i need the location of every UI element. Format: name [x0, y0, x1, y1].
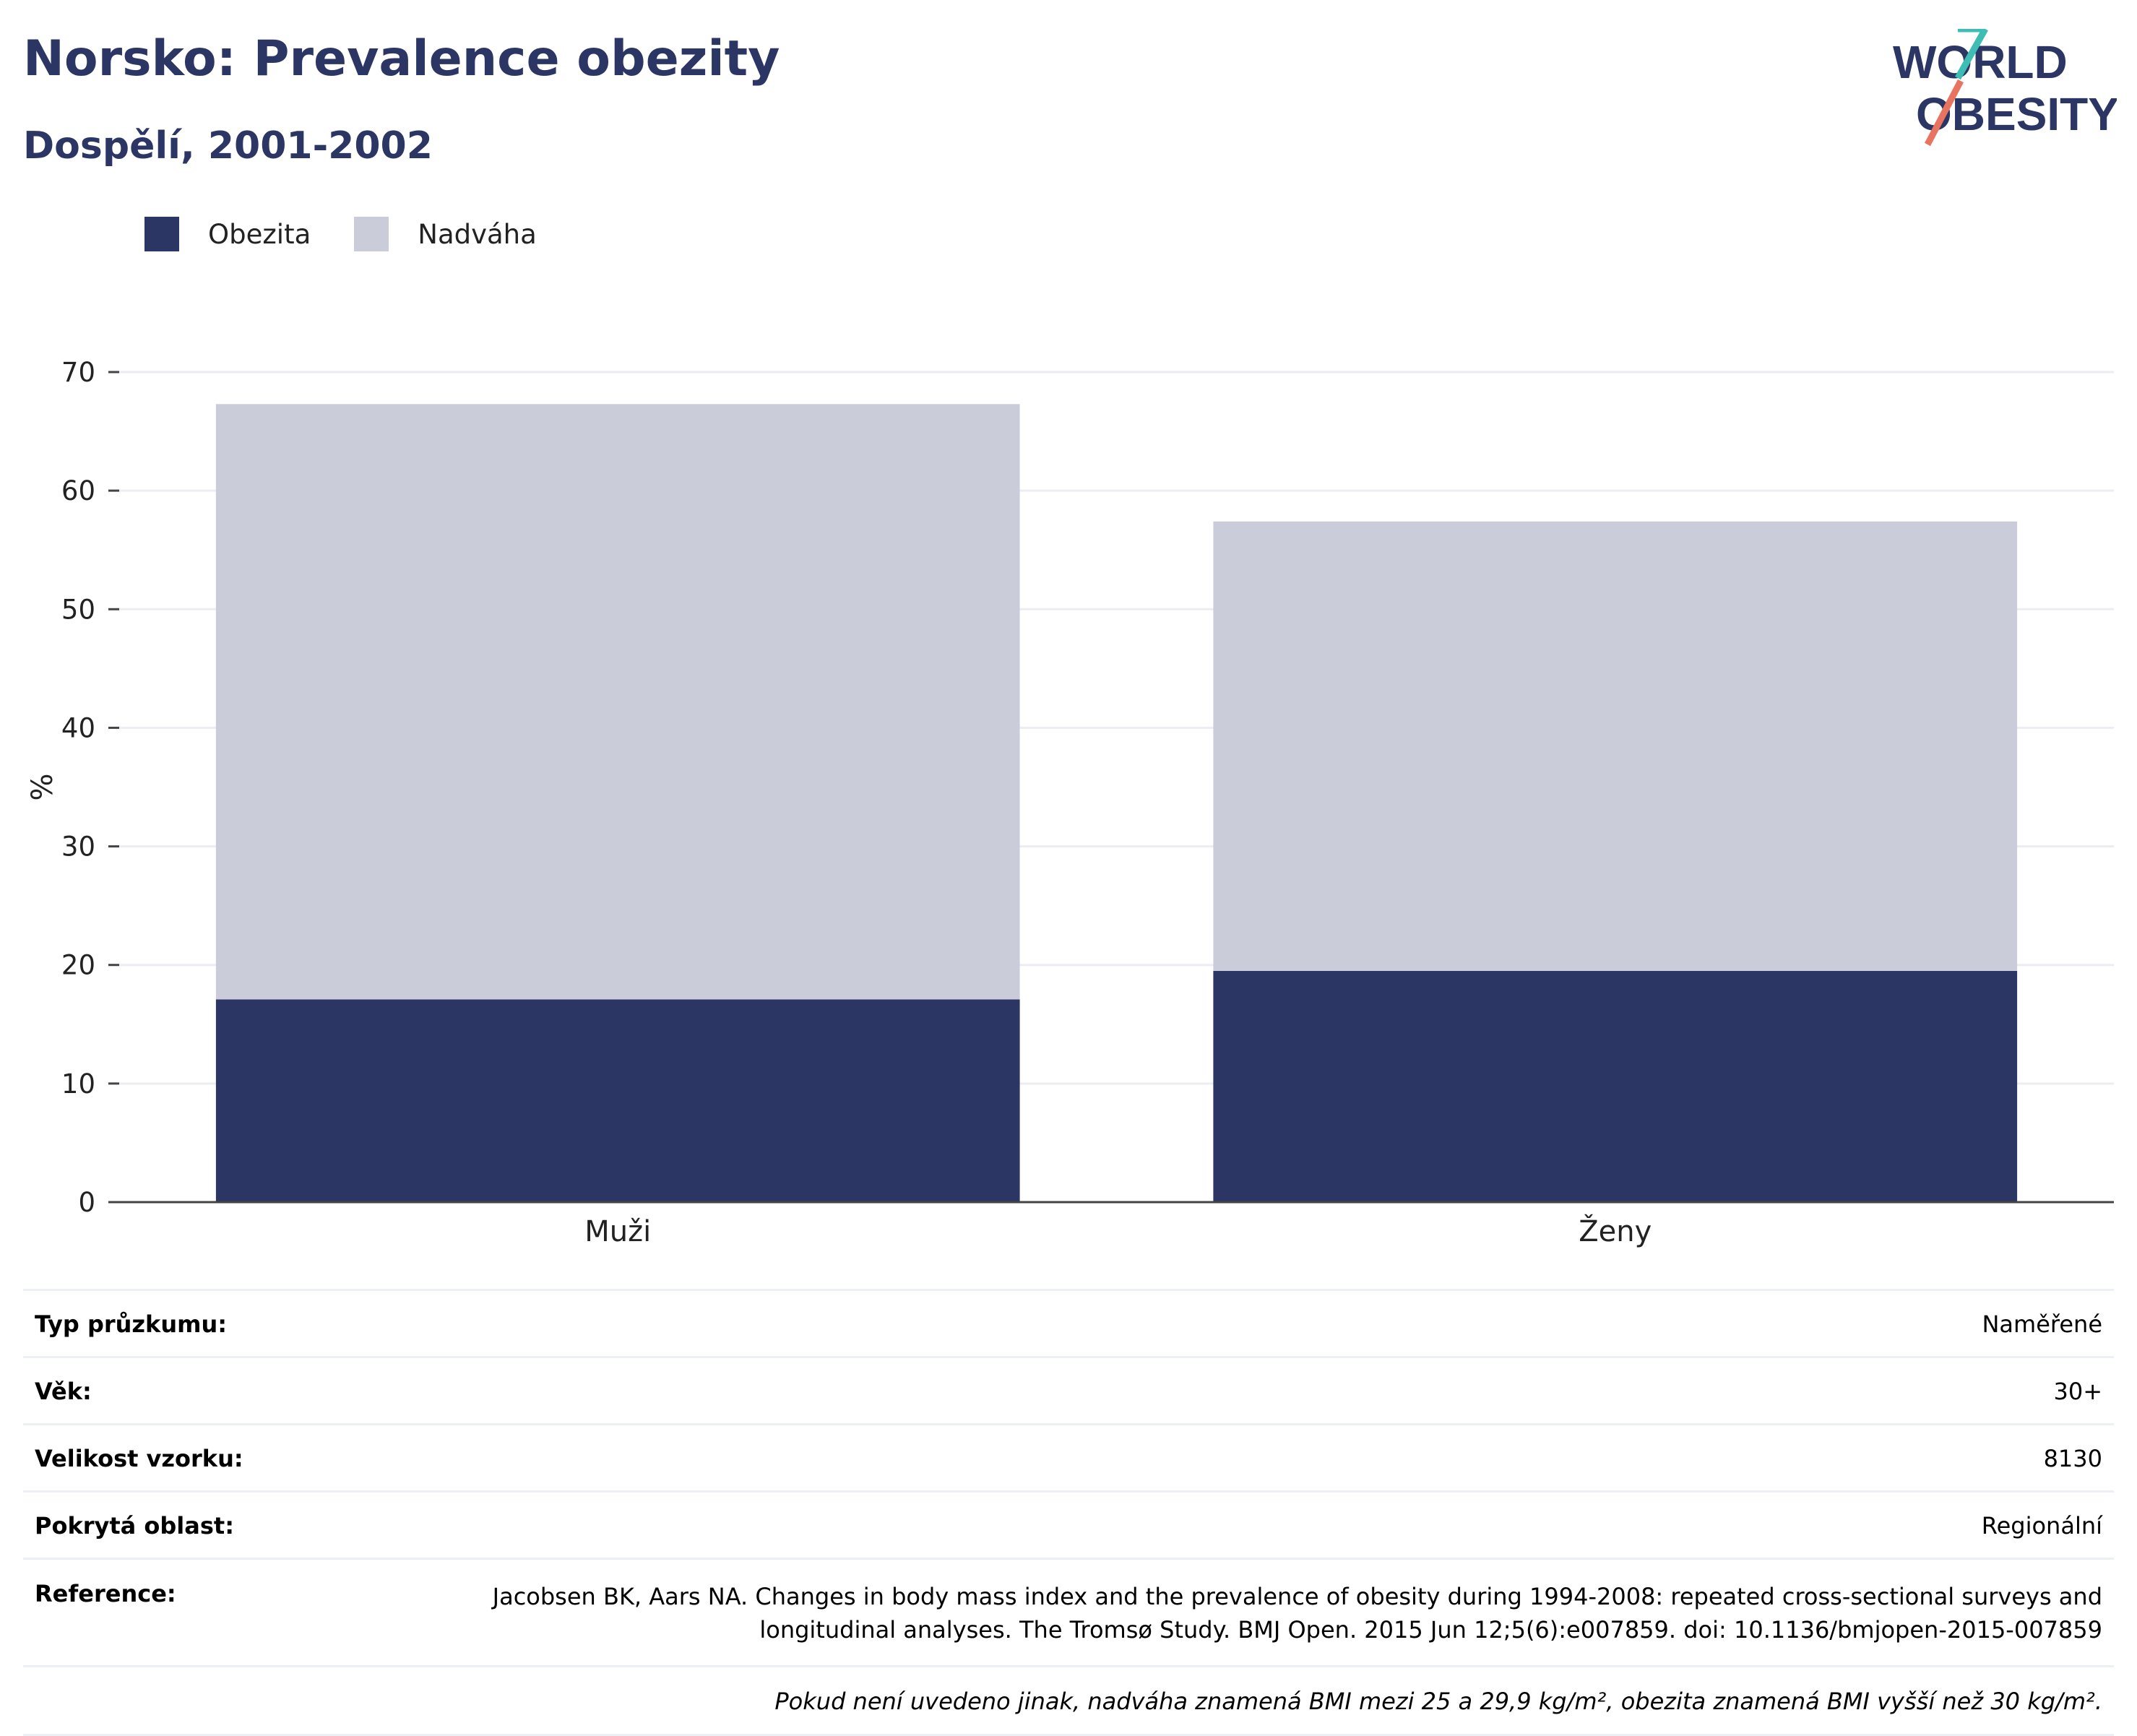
- legend-swatch-nadvaha: [354, 217, 389, 251]
- meta-row-reference: Reference: Jacobsen BK, Aars NA. Changes…: [23, 1558, 2114, 1665]
- y-tick-label: 10: [61, 1068, 95, 1100]
- page-subtitle: Dospělí, 2001-2002: [23, 124, 433, 168]
- legend-swatch-obezita: [144, 217, 179, 251]
- meta-value: Regionální: [1981, 1512, 2102, 1539]
- y-axis-label: %: [26, 773, 59, 800]
- bar-obezita-1: [1213, 970, 2018, 1202]
- legend-label-obezita: Obezita: [208, 218, 311, 250]
- chart-legend: Obezita Nadváha: [144, 214, 580, 254]
- meta-value: 30+: [2053, 1378, 2102, 1405]
- y-tick-label: 30: [61, 832, 95, 863]
- x-tick-label: Ženy: [1579, 1214, 1652, 1248]
- stacked-bar-chart: 0 10 20 30 40 50 60 70% Muži Ženy: [26, 357, 2114, 1248]
- meta-value: 8130: [2043, 1445, 2102, 1472]
- page-title: Norsko: Prevalence obezity: [23, 30, 780, 87]
- y-tick-label: 50: [61, 594, 95, 625]
- meta-row-coverage: Pokrytá oblast: Regionální: [23, 1490, 2114, 1558]
- meta-label: Reference:: [35, 1580, 176, 1607]
- bar-nadváha-0: [215, 404, 1020, 1000]
- meta-row-survey-type: Typ průzkumu: Naměřené: [23, 1289, 2114, 1356]
- definition-note: Pokud není uvedeno jinak, nadváha znamen…: [23, 1665, 2114, 1736]
- logo-slash-teal-mark: [1955, 29, 1988, 80]
- legend-label-nadvaha: Nadváha: [418, 218, 537, 250]
- meta-label: Pokrytá oblast:: [35, 1512, 234, 1539]
- meta-label: Typ průzkumu:: [35, 1310, 228, 1338]
- y-tick-label: 60: [61, 475, 95, 506]
- bar-obezita-0: [215, 999, 1020, 1202]
- meta-label: Věk:: [35, 1378, 92, 1405]
- y-tick-label: 70: [61, 357, 95, 388]
- legend-item-obezita[interactable]: Obezita: [144, 217, 311, 251]
- bar-nadváha-1: [1213, 521, 2018, 971]
- world-obesity-logo: WORLD OBESITY: [1893, 29, 2117, 147]
- legend-item-nadvaha[interactable]: Nadváha: [354, 217, 537, 251]
- meta-row-sample-size: Velikost vzorku: 8130: [23, 1423, 2114, 1490]
- x-tick-label: Muži: [584, 1215, 651, 1248]
- meta-label: Velikost vzorku:: [35, 1445, 243, 1472]
- meta-value: Naměřené: [1982, 1310, 2102, 1338]
- logo-slash-coral: [1925, 79, 1964, 147]
- y-tick-label: 40: [61, 712, 95, 743]
- y-tick-label: 20: [61, 950, 95, 981]
- y-tick-label: 0: [78, 1187, 95, 1218]
- meta-value-reference: Jacobsen BK, Aars NA. Changes in body ma…: [492, 1583, 2102, 1644]
- survey-info-table: Typ průzkumu: Naměřené Věk: 30+ Velikost…: [23, 1289, 2114, 1736]
- meta-row-age: Věk: 30+: [23, 1356, 2114, 1423]
